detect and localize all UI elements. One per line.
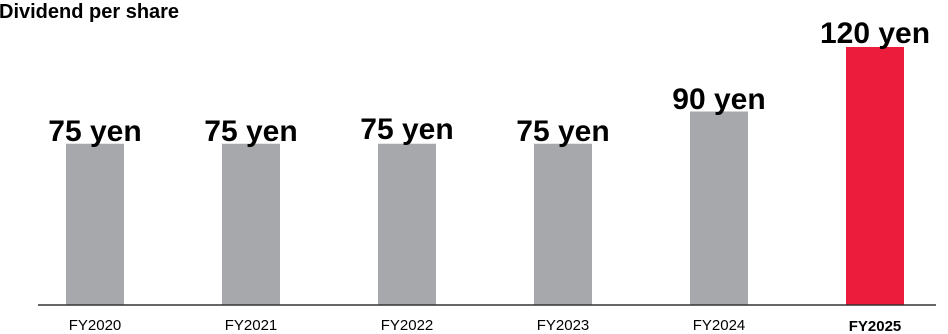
bar-fy2020: [66, 143, 124, 305]
category-label-fy2021: FY2021: [225, 317, 278, 334]
chart-title: Dividend per share: [0, 1, 180, 23]
category-label-fy2024: FY2024: [693, 317, 746, 334]
value-label-fy2020: 75 yen: [48, 115, 141, 148]
bar-fy2024: [690, 111, 748, 305]
bars-group: [66, 47, 904, 305]
value-label-fy2022: 75 yen: [360, 113, 453, 146]
category-label-fy2020: FY2020: [69, 317, 122, 334]
category-label-fy2023: FY2023: [537, 317, 590, 334]
value-label-fy2025: 120 yen: [820, 17, 930, 50]
category-label-fy2022: FY2022: [381, 317, 434, 334]
value-label-fy2023: 75 yen: [516, 115, 609, 148]
bar-fy2025: [846, 47, 904, 305]
value-labels-group: 75 yen 75 yen 75 yen 75 yen 90 yen 120 yen: [48, 17, 930, 148]
category-labels-group: FY2020 FY2021 FY2022 FY2023 FY2024 FY2025: [69, 317, 902, 334]
category-label-fy2025: FY2025: [849, 318, 902, 334]
value-label-fy2024: 90 yen: [672, 83, 765, 116]
bar-fy2023: [534, 143, 592, 305]
value-label-fy2021: 75 yen: [204, 115, 297, 148]
bar-fy2022: [378, 143, 436, 305]
bar-fy2021: [222, 143, 280, 305]
